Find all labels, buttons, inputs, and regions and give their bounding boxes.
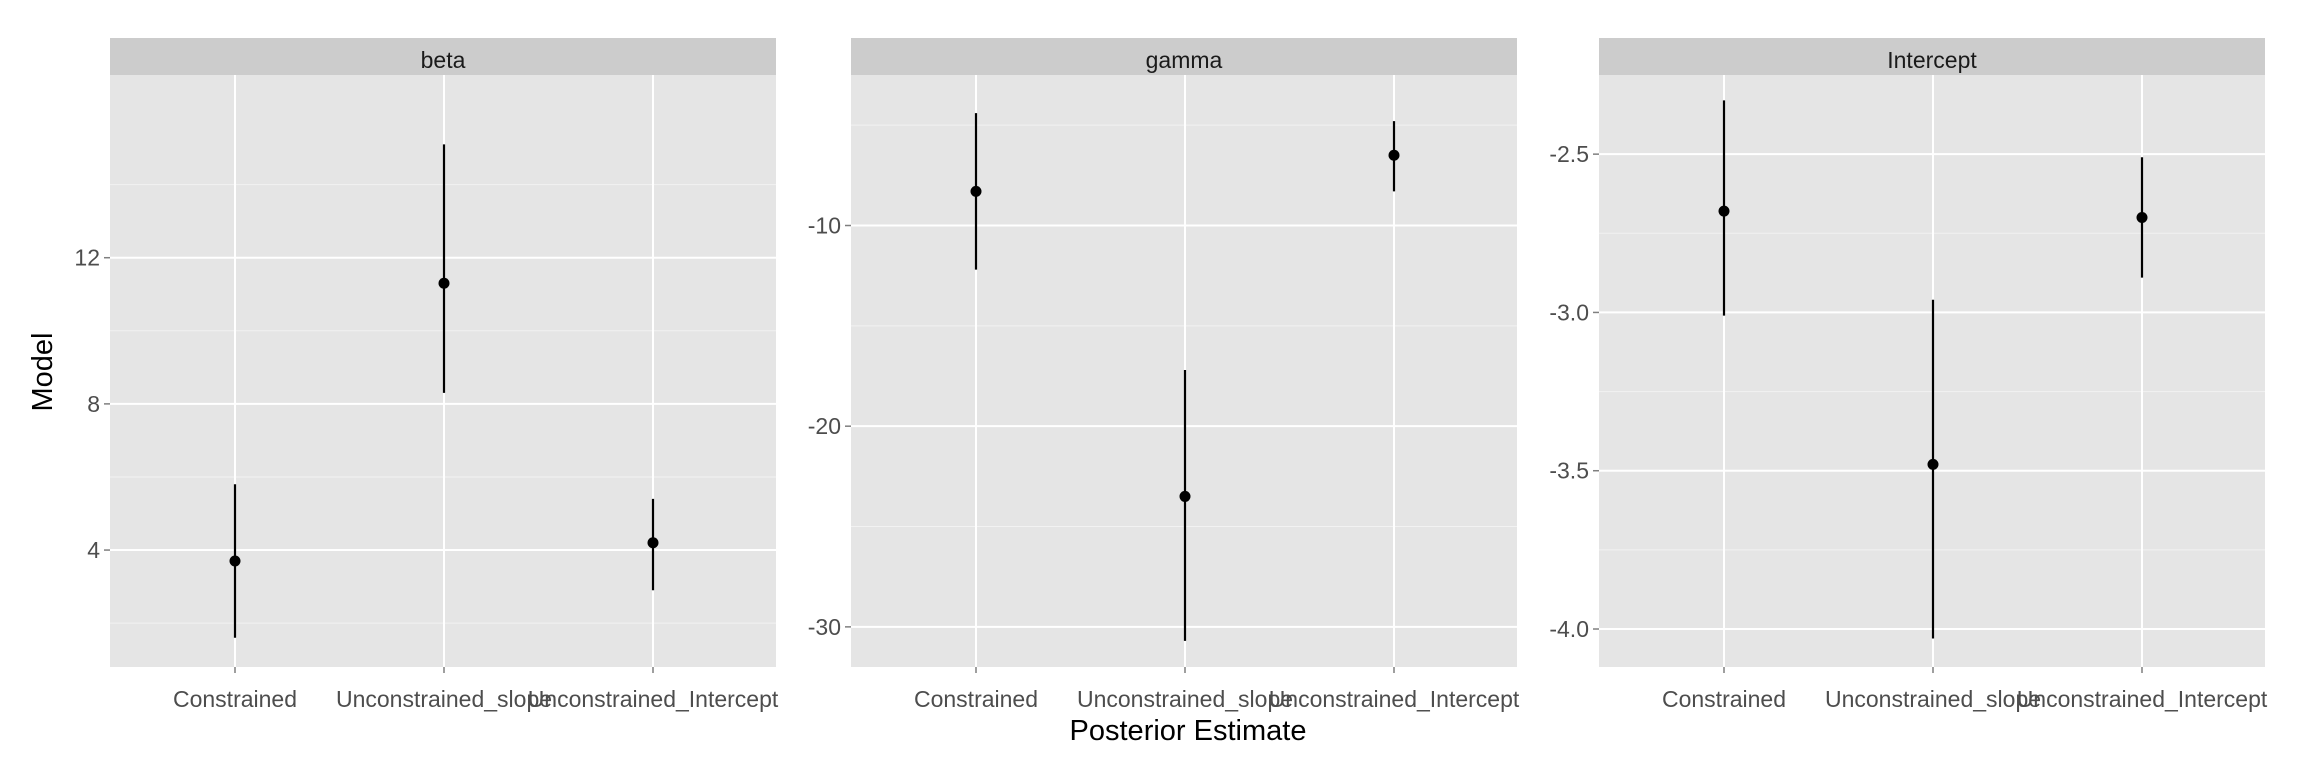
y-axis-title: Model: [27, 333, 59, 412]
x-tick-label: Constrained: [173, 686, 297, 712]
estimate-point: [1179, 490, 1191, 502]
y-tick-label: 4: [87, 537, 100, 563]
x-tick-label: Constrained: [1662, 686, 1786, 712]
y-tick-label: -2.5: [1549, 141, 1589, 167]
y-tick-label: -4.0: [1549, 616, 1589, 642]
estimate-point: [438, 277, 450, 289]
x-tick-label: Unconstrained_Intercept: [528, 686, 779, 712]
x-tick-label: Unconstrained_Intercept: [1269, 686, 1520, 712]
estimate-point: [2136, 211, 2148, 223]
x-tick-label: Unconstrained_Intercept: [2017, 686, 2268, 712]
facet-strip: [110, 38, 776, 75]
y-tick-label: -3.5: [1549, 458, 1589, 484]
y-tick-label: 8: [87, 391, 100, 417]
x-tick-label: Unconstrained_slope: [1825, 686, 2041, 712]
estimate-point: [970, 185, 982, 197]
y-tick-label: -10: [808, 213, 841, 239]
facet-strip-label: gamma: [1146, 47, 1223, 73]
x-axis-title: Posterior Estimate: [1070, 715, 1307, 747]
estimate-point: [1388, 149, 1400, 161]
y-tick-label: -20: [808, 413, 841, 439]
facet-strip-label: Intercept: [1887, 47, 1977, 73]
x-tick-label: Constrained: [914, 686, 1038, 712]
facet-strip: [1599, 38, 2265, 75]
facet-strip: [851, 38, 1517, 75]
estimate-point: [1718, 205, 1730, 217]
y-tick-label: -30: [808, 614, 841, 640]
y-tick-label: 12: [74, 245, 100, 271]
y-tick-label: -3.0: [1549, 299, 1589, 325]
x-tick-label: Unconstrained_slope: [1077, 686, 1293, 712]
x-tick-label: Unconstrained_slope: [336, 686, 552, 712]
estimate-point: [229, 555, 241, 567]
estimate-point: [1927, 458, 1939, 470]
estimate-point: [647, 537, 659, 549]
facet-strip-label: beta: [421, 47, 466, 73]
